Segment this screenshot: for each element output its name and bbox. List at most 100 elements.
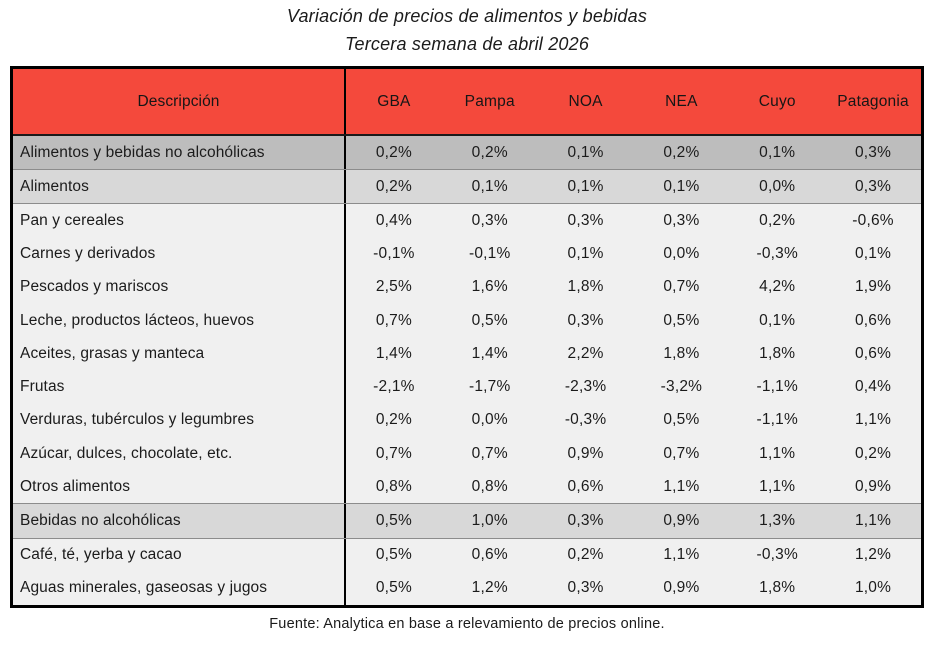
value-cell: 1,1%	[854, 512, 892, 530]
row-label: Pan y cereales	[13, 204, 346, 238]
table-row: Alimentos 0,2% 0,1% 0,1% 0,1% 0,0% 0,3%	[13, 170, 921, 205]
value-cell: 0,5%	[375, 546, 412, 564]
value-cell: 0,2%	[567, 546, 604, 564]
row-label: Alimentos y bebidas no alcohólicas	[13, 136, 346, 170]
value-cell: 0,7%	[663, 278, 700, 296]
value-cell: 1,1%	[759, 444, 796, 462]
value-cell: -1,7%	[468, 378, 511, 396]
row-label: Carnes y derivados	[13, 237, 346, 271]
value-cell: 0,2%	[663, 143, 700, 161]
value-cell: -0,1%	[373, 245, 415, 263]
column-header-cuyo: Cuyo	[758, 92, 796, 110]
value-cell: 0,0%	[759, 177, 796, 195]
value-cell: 1,1%	[759, 477, 796, 495]
table-row: Aguas minerales, gaseosas y jugos 0,5% 1,2…	[13, 571, 921, 606]
value-cell: 1,4%	[471, 344, 508, 362]
value-cell: 0,9%	[854, 477, 892, 495]
row-label: Leche, productos lácteos, huevos	[13, 304, 346, 338]
row-label: Frutas	[13, 370, 346, 404]
value-cell: 0,7%	[471, 444, 508, 462]
value-cell: 0,1%	[854, 245, 892, 263]
row-label: Verduras, tubérculos y legumbres	[13, 403, 346, 437]
value-cell: 0,2%	[471, 143, 508, 161]
column-header-pampa: Pampa	[464, 92, 515, 110]
table-row: Otros alimentos 0,8% 0,8% 0,6% 1,1% 1,1% 0,9%	[13, 470, 921, 504]
value-cell: -1,1%	[756, 378, 798, 396]
value-cell: 0,6%	[854, 344, 892, 362]
row-label: Aceites, grasas y manteca	[13, 337, 346, 371]
value-cell: -0,1%	[468, 245, 511, 263]
value-cell: 0,8%	[471, 477, 508, 495]
value-cell: -0,3%	[756, 245, 798, 263]
column-header-patagonia: Patagonia	[837, 92, 909, 110]
value-cell: 0,8%	[375, 477, 412, 495]
value-cell: 0,1%	[759, 311, 796, 329]
column-header-descripcion: Descripción	[13, 69, 346, 134]
value-cell: 0,5%	[375, 579, 412, 597]
value-cell: 0,2%	[375, 177, 412, 195]
row-label: Bebidas no alcohólicas	[13, 504, 346, 538]
value-cell: 0,3%	[854, 177, 892, 195]
value-cell: 0,9%	[663, 579, 700, 597]
value-cell: 0,9%	[567, 444, 604, 462]
value-cell: -1,1%	[756, 411, 798, 429]
value-cell: -2,3%	[564, 378, 607, 396]
value-cell: -0,6%	[852, 212, 894, 230]
chart-subtitle: Tercera semana de abril 2026	[344, 34, 590, 54]
value-cell: 4,2%	[759, 278, 796, 296]
table-row: Bebidas no alcohólicas 0,5% 1,0% 0,3% 0,9% 1,…	[13, 503, 921, 539]
value-cell: 0,5%	[663, 311, 700, 329]
value-cell: 1,6%	[471, 278, 508, 296]
value-cell: 1,0%	[854, 579, 892, 597]
value-cell: 0,7%	[663, 444, 700, 462]
value-cell: 0,4%	[854, 378, 892, 396]
chart-title-block: Variación de precios de alimentos y bebi…	[0, 2, 934, 58]
value-cell: 0,1%	[567, 245, 604, 263]
value-cell: 0,9%	[663, 512, 700, 530]
value-cell: 0,1%	[567, 143, 604, 161]
value-cell: 0,2%	[854, 444, 892, 462]
value-cell: 1,0%	[471, 512, 508, 530]
column-header-nea: NEA	[665, 92, 698, 110]
value-cell: 0,2%	[759, 212, 796, 230]
row-label: Azúcar, dulces, chocolate, etc.	[13, 436, 346, 471]
value-cell: 0,0%	[663, 245, 700, 263]
table-row: Café, té, yerba y cacao 0,5% 0,6% 0,2% 1,1% -…	[13, 538, 921, 572]
value-cell: 0,7%	[375, 311, 412, 329]
row-label: Otros alimentos	[13, 470, 346, 504]
value-cell: 0,1%	[759, 143, 796, 161]
table-header-row: Descripción GBA Pampa NOA NEA Cuyo Patag…	[13, 69, 921, 136]
table-row: Aceites, grasas y manteca 1,4% 1,4% 2,2% 1,8…	[13, 337, 921, 371]
value-cell: 1,2%	[854, 546, 892, 564]
table-row: Leche, productos lácteos, huevos 0,7% 0,5%…	[13, 304, 921, 338]
value-cell: 0,6%	[471, 546, 508, 564]
value-cell: 0,3%	[567, 579, 604, 597]
value-cell: 1,9%	[854, 278, 892, 296]
price-variation-table: Descripción GBA Pampa NOA NEA Cuyo Patag…	[10, 66, 924, 608]
table-row: Pescados y mariscos 2,5% 1,6% 1,8% 0,7% 4,2% 1…	[13, 270, 921, 305]
value-cell: 0,4%	[375, 212, 412, 230]
value-cell: 0,3%	[567, 212, 604, 230]
row-label: Pescados y mariscos	[13, 270, 346, 305]
value-cell: 2,2%	[567, 344, 604, 362]
value-cell: -2,1%	[373, 378, 415, 396]
value-cell: 0,2%	[375, 143, 412, 161]
value-cell: 0,3%	[567, 311, 604, 329]
table-row: Frutas -2,1% -1,7% -2,3% -3,2% -1,1% 0,4%	[13, 370, 921, 404]
value-cell: 1,1%	[663, 477, 700, 495]
value-cell: 2,5%	[375, 278, 412, 296]
value-cell: -0,3%	[564, 411, 607, 429]
value-cell: 0,0%	[471, 411, 508, 429]
column-header-gba: GBA	[377, 92, 411, 110]
column-header-noa: NOA	[568, 92, 603, 110]
value-cell: 1,2%	[471, 579, 508, 597]
table-body: Alimentos y bebidas no alcohólicas 0,2% 0,…	[13, 136, 921, 606]
value-cell: -3,2%	[660, 378, 703, 396]
value-cell: 1,1%	[663, 546, 700, 564]
value-cell: 0,5%	[375, 512, 412, 530]
value-cell: 1,8%	[759, 344, 796, 362]
value-cell: 0,3%	[471, 212, 508, 230]
table-row: Azúcar, dulces, chocolate, etc. 0,7% 0,7% 0…	[13, 436, 921, 471]
value-cell: 0,3%	[663, 212, 700, 230]
table-row: Pan y cereales 0,4% 0,3% 0,3% 0,3% 0,2% -0,6%	[13, 204, 921, 238]
